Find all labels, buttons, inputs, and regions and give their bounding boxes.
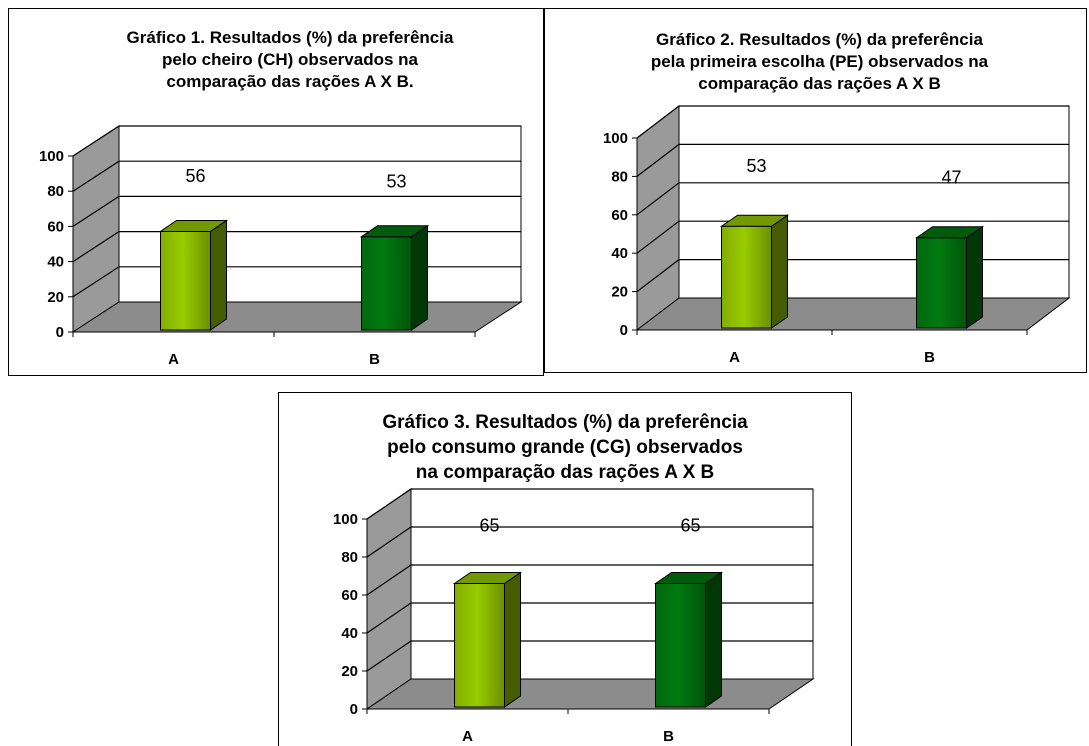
data-label: 53: [386, 172, 406, 192]
bar-side: [505, 573, 521, 708]
bar-b: [362, 237, 412, 330]
y-tick-label: 20: [47, 289, 64, 306]
y-tick-label: 60: [611, 207, 628, 224]
bar-side: [967, 227, 983, 328]
chart-panel-3: Gráfico 3. Resultados (%) da preferência…: [278, 392, 852, 746]
bar-side: [412, 226, 428, 330]
bar-side: [772, 215, 788, 328]
y-tick-label: 40: [611, 245, 628, 262]
bar-a: [455, 584, 505, 708]
x-tick-label: A: [729, 349, 740, 366]
data-label: 56: [185, 166, 205, 186]
y-tick-label: 100: [603, 130, 628, 147]
bar-side: [211, 220, 227, 330]
y-tick-label: 0: [620, 322, 628, 339]
x-tick-label: B: [924, 349, 935, 366]
bar-side: [706, 573, 722, 708]
side-wall: [73, 126, 119, 332]
floor: [73, 302, 521, 332]
floor: [637, 298, 1069, 330]
data-label: 65: [680, 516, 700, 536]
x-tick-label: B: [663, 728, 674, 745]
bar-b: [656, 584, 706, 708]
y-tick-label: 80: [47, 183, 64, 200]
y-tick-label: 80: [341, 549, 358, 566]
chart-plot: 0 20 40 60 80 100 53 A 47 B: [545, 9, 1087, 373]
data-label: 65: [479, 516, 499, 536]
y-tick-label: 0: [56, 324, 64, 341]
y-tick-label: 20: [341, 663, 358, 680]
y-tick-label: 60: [47, 218, 64, 235]
bar-a: [161, 231, 211, 330]
chart-plot: 0 20 40 60 80 100 56 A 53 B: [9, 9, 544, 376]
y-tick-label: 80: [611, 168, 628, 185]
floor: [367, 679, 813, 709]
side-wall: [637, 106, 679, 330]
chart-plot: 0 20 40 60 80 100 65 A 65 B: [279, 393, 852, 746]
x-tick-label: A: [168, 351, 179, 368]
y-tick-label: 20: [611, 284, 628, 301]
x-tick-label: A: [462, 728, 473, 745]
y-tick-label: 60: [341, 587, 358, 604]
side-wall: [367, 489, 411, 709]
data-label: 53: [746, 156, 766, 176]
data-label: 47: [941, 167, 961, 187]
bar-a: [722, 226, 772, 328]
chart-panel-2: Gráfico 2. Resultados (%) da preferência…: [544, 8, 1087, 373]
bar-b: [917, 238, 967, 328]
x-tick-label: B: [369, 351, 380, 368]
y-tick-label: 100: [39, 148, 64, 165]
y-tick-label: 100: [333, 511, 358, 528]
y-tick-label: 40: [341, 625, 358, 642]
y-tick-label: 40: [47, 254, 64, 271]
chart-panel-1: Gráfico 1. Resultados (%) da preferência…: [8, 8, 544, 376]
y-tick-label: 0: [350, 701, 358, 718]
